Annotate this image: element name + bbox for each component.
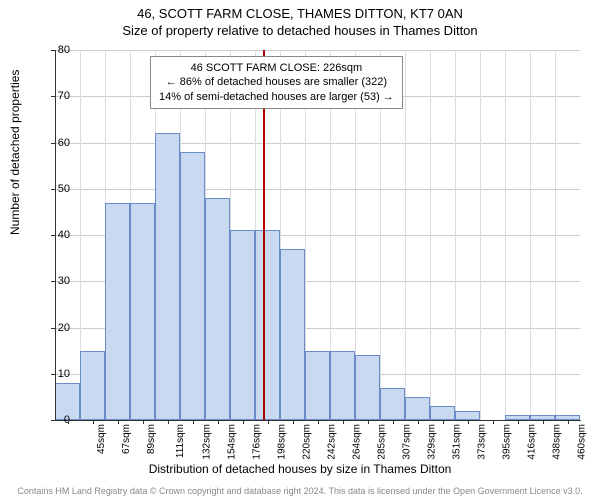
annotation-line-2: ← 86% of detached houses are smaller (32… bbox=[159, 75, 394, 89]
y-tick-mark bbox=[51, 189, 55, 190]
x-tick-mark bbox=[343, 420, 344, 424]
y-tick-mark bbox=[51, 96, 55, 97]
y-tick-label: 50 bbox=[58, 183, 70, 195]
chart-title-main: 46, SCOTT FARM CLOSE, THAMES DITTON, KT7… bbox=[0, 0, 600, 21]
x-tick-mark bbox=[543, 420, 544, 424]
x-tick-mark bbox=[68, 420, 69, 424]
y-tick-mark bbox=[51, 281, 55, 282]
x-tick-label: 307sqm bbox=[401, 424, 412, 460]
x-tick-label: 416sqm bbox=[526, 424, 537, 460]
y-tick-label: 40 bbox=[58, 229, 70, 241]
x-tick-mark bbox=[443, 420, 444, 424]
x-tick-mark bbox=[418, 420, 419, 424]
x-tick-label: 111sqm bbox=[175, 424, 186, 458]
x-tick-mark bbox=[243, 420, 244, 424]
x-tick-label: 132sqm bbox=[201, 424, 212, 460]
x-tick-label: 285sqm bbox=[376, 424, 387, 460]
x-tick-mark bbox=[218, 420, 219, 424]
x-tick-label: 198sqm bbox=[276, 424, 287, 460]
y-tick-mark bbox=[51, 235, 55, 236]
y-tick-label: 70 bbox=[58, 90, 70, 102]
annotation-line-3: 14% of semi-detached houses are larger (… bbox=[159, 90, 394, 104]
y-tick-label: 60 bbox=[58, 137, 70, 149]
x-tick-label: 89sqm bbox=[146, 424, 157, 454]
x-tick-label: 67sqm bbox=[121, 424, 132, 454]
x-tick-mark bbox=[193, 420, 194, 424]
x-tick-mark bbox=[168, 420, 169, 424]
x-tick-mark bbox=[318, 420, 319, 424]
chart-title-sub: Size of property relative to detached ho… bbox=[0, 21, 600, 38]
y-tick-mark bbox=[51, 143, 55, 144]
y-tick-label: 20 bbox=[58, 322, 70, 334]
attribution-text: Contains HM Land Registry data © Crown c… bbox=[0, 486, 600, 496]
x-tick-mark bbox=[468, 420, 469, 424]
x-tick-mark bbox=[493, 420, 494, 424]
x-tick-label: 176sqm bbox=[251, 424, 262, 460]
y-tick-label: 80 bbox=[58, 44, 70, 56]
x-tick-mark bbox=[293, 420, 294, 424]
annotation-line-1: 46 SCOTT FARM CLOSE: 226sqm bbox=[159, 61, 394, 75]
x-tick-mark bbox=[93, 420, 94, 424]
x-tick-label: 264sqm bbox=[351, 424, 362, 460]
x-tick-mark bbox=[393, 420, 394, 424]
y-tick-label: 10 bbox=[58, 368, 70, 380]
x-tick-mark bbox=[118, 420, 119, 424]
x-axis-label: Distribution of detached houses by size … bbox=[0, 462, 600, 476]
x-tick-label: 242sqm bbox=[326, 424, 337, 460]
chart-container: 46, SCOTT FARM CLOSE, THAMES DITTON, KT7… bbox=[0, 0, 600, 500]
x-tick-label: 351sqm bbox=[451, 424, 462, 460]
x-tick-label: 460sqm bbox=[576, 424, 587, 460]
x-tick-mark bbox=[143, 420, 144, 424]
x-tick-mark bbox=[368, 420, 369, 424]
x-tick-mark bbox=[518, 420, 519, 424]
x-tick-label: 329sqm bbox=[426, 424, 437, 460]
y-tick-label: 30 bbox=[58, 275, 70, 287]
y-tick-mark bbox=[51, 420, 55, 421]
x-tick-label: 220sqm bbox=[301, 424, 312, 460]
x-tick-label: 154sqm bbox=[226, 424, 237, 460]
x-tick-label: 45sqm bbox=[96, 424, 107, 454]
y-tick-mark bbox=[51, 374, 55, 375]
annotation-box: 46 SCOTT FARM CLOSE: 226sqm← 86% of deta… bbox=[150, 56, 403, 109]
x-tick-label: 373sqm bbox=[476, 424, 487, 460]
x-tick-label: 395sqm bbox=[501, 424, 512, 460]
y-tick-mark bbox=[51, 328, 55, 329]
x-tick-mark bbox=[268, 420, 269, 424]
y-tick-mark bbox=[51, 50, 55, 51]
y-axis-label: Number of detached properties bbox=[8, 70, 22, 235]
x-tick-label: 438sqm bbox=[551, 424, 562, 460]
x-tick-mark bbox=[568, 420, 569, 424]
